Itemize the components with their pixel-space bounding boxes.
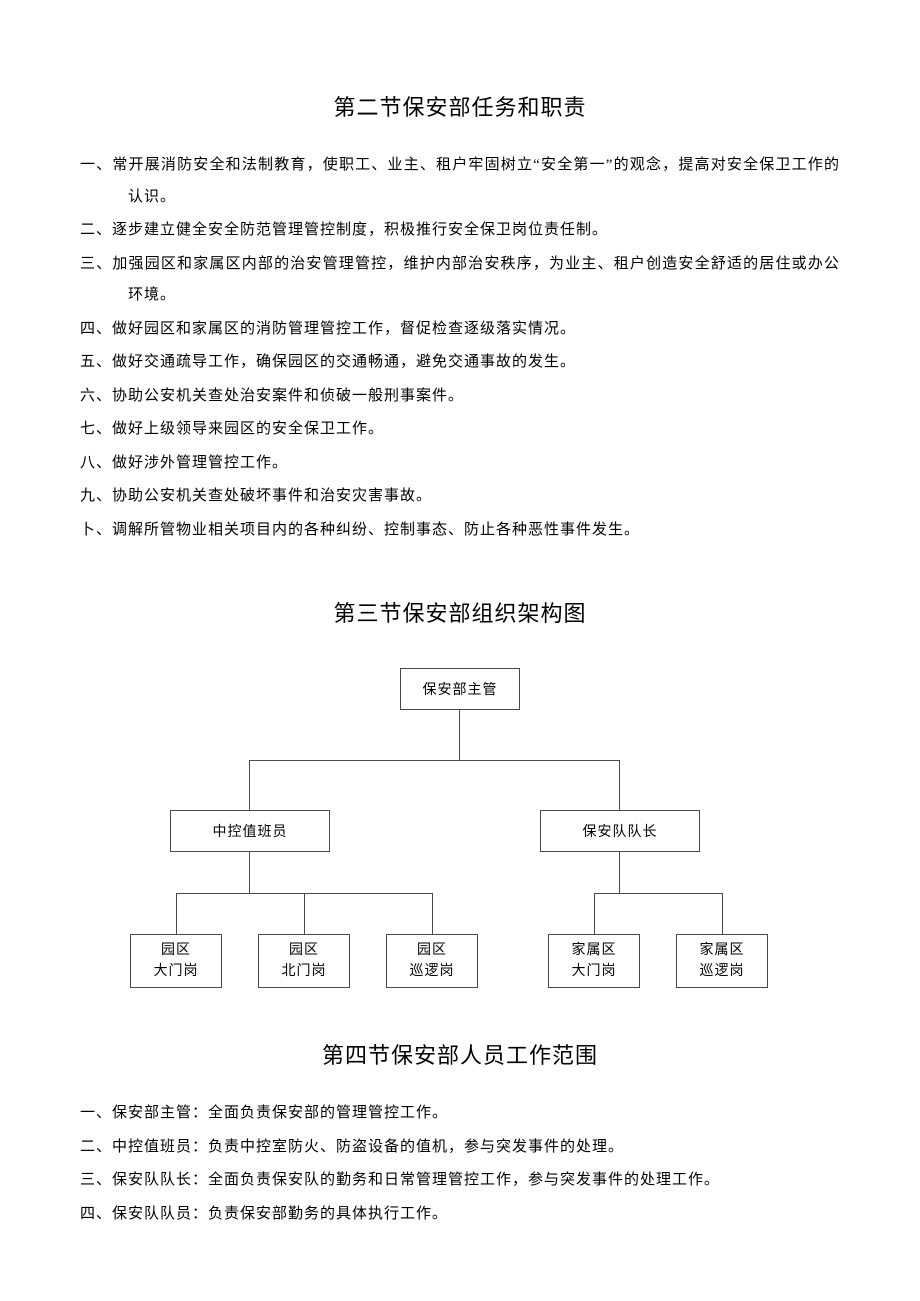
leaf-line2: 巡逻岗: [410, 961, 455, 982]
leaf-line1: 家属区: [700, 940, 745, 961]
list-item: 九、协助公安机关查处破坏事件和治安灾害事故。: [80, 481, 840, 513]
list-item: 四、保安队队员：负责保安部勤务的具体执行工作。: [80, 1199, 840, 1231]
list-item: 五、做好交通疏导工作，确保园区的交通畅通，避免交通事故的发生。: [80, 347, 840, 379]
chart-line: [249, 760, 250, 810]
leaf-line1: 园区: [289, 940, 319, 961]
chart-line: [594, 893, 595, 934]
section2-list: 一、常开展消防安全和法制教育，使职工、业主、租户牢固树立“安全第一”的观念，提高…: [80, 150, 840, 546]
section4-list: 一、保安部主管：全面负责保安部的管理管控工作。 二、中控值班员：负责中控室防火、…: [80, 1098, 840, 1230]
list-item: 一、常开展消防安全和法制教育，使职工、业主、租户牢固树立“安全第一”的观念，提高…: [80, 150, 840, 213]
org-chart: 保安部主管 中控值班员 保安队队长 园区 大门岗 园区 北门岗 园区 巡逻岗 家…: [120, 668, 800, 988]
leaf-line2: 巡逻岗: [700, 961, 745, 982]
chart-line: [249, 760, 620, 761]
list-item: 八、做好涉外管理管控工作。: [80, 448, 840, 480]
leaf-line2: 大门岗: [154, 961, 199, 982]
org-node-mid: 中控值班员: [170, 810, 330, 852]
org-node-leaf: 园区 巡逻岗: [386, 934, 478, 988]
list-item: 二、中控值班员：负责中控室防火、防盗设备的值机，参与突发事件的处理。: [80, 1132, 840, 1164]
chart-line: [304, 893, 305, 934]
list-item: 三、加强园区和家属区内部的治安管理管控，维护内部治安秩序，为业主、租户创造安全舒…: [80, 249, 840, 312]
list-item: 三、保安队队长：全面负责保安队的勤务和日常管理管控工作，参与突发事件的处理工作。: [80, 1165, 840, 1197]
chart-line: [619, 852, 620, 893]
org-node-mid: 保安队队长: [540, 810, 700, 852]
chart-line: [459, 710, 460, 760]
org-node-leaf: 家属区 巡逻岗: [676, 934, 768, 988]
list-item: 四、做好园区和家属区的消防管理管控工作，督促检查逐级落实情况。: [80, 314, 840, 346]
list-item: 卜、调解所管物业相关项目内的各种纠纷、控制事态、防止各种恶性事件发生。: [80, 515, 840, 547]
list-item: 七、做好上级领导来园区的安全保卫工作。: [80, 414, 840, 446]
chart-line: [176, 893, 177, 934]
org-node-root: 保安部主管: [400, 668, 520, 710]
leaf-line1: 家属区: [572, 940, 617, 961]
section4-title: 第四节保安部人员工作范围: [80, 1038, 840, 1070]
list-item: 二、逐步建立健全安全防范管理管控制度，积极推行安全保卫岗位责任制。: [80, 215, 840, 247]
leaf-line2: 北门岗: [282, 961, 327, 982]
chart-line: [619, 760, 620, 810]
section3-title: 第三节保安部组织架构图: [80, 596, 840, 628]
org-node-leaf: 家属区 大门岗: [548, 934, 640, 988]
leaf-line2: 大门岗: [572, 961, 617, 982]
chart-line: [249, 852, 250, 893]
chart-line: [722, 893, 723, 934]
list-item: 一、保安部主管：全面负责保安部的管理管控工作。: [80, 1098, 840, 1130]
section2-title: 第二节保安部任务和职责: [80, 90, 840, 122]
chart-line: [594, 893, 723, 894]
list-item: 六、协助公安机关查处治安案件和侦破一般刑事案件。: [80, 381, 840, 413]
leaf-line1: 园区: [417, 940, 447, 961]
org-node-leaf: 园区 大门岗: [130, 934, 222, 988]
chart-line: [432, 893, 433, 934]
org-node-leaf: 园区 北门岗: [258, 934, 350, 988]
leaf-line1: 园区: [161, 940, 191, 961]
